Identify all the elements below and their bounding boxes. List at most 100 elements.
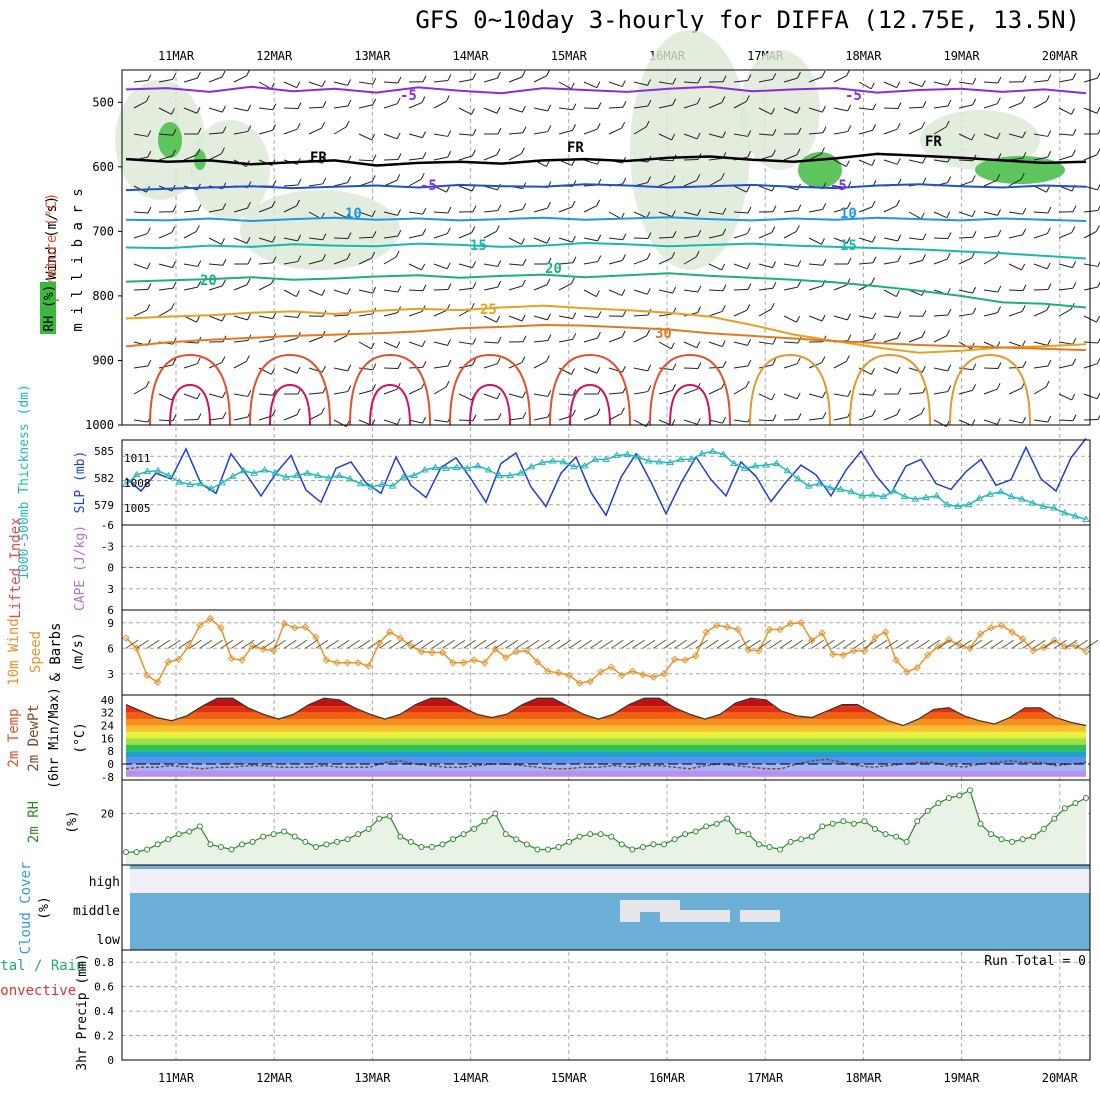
surface-wind-barb <box>294 639 308 649</box>
wind-barb <box>208 393 223 399</box>
wind-barb-flag <box>422 131 426 138</box>
wind-barb-flag <box>322 101 327 108</box>
wind-barb-flag <box>746 304 751 311</box>
wind-speed-point <box>175 655 183 664</box>
wind-barb-flag <box>972 286 977 294</box>
wind-barb <box>658 211 673 218</box>
wind-barb-flag <box>272 256 277 264</box>
surface-wind-barb <box>684 639 698 649</box>
wind-barb-flag <box>997 362 1002 369</box>
wind-barb-flag <box>897 234 902 242</box>
wind-barb-flag <box>847 257 852 265</box>
rh-point <box>587 831 594 838</box>
wind-barb <box>958 389 973 395</box>
wind-barb-flag <box>1072 128 1077 136</box>
wind-barb <box>358 257 372 265</box>
wind-barb <box>908 211 922 220</box>
wind-barb <box>408 178 422 187</box>
wind-barb-flag <box>521 238 525 245</box>
wind-barb <box>558 338 573 343</box>
wind-barb <box>483 341 499 344</box>
surface-wind-barb <box>969 639 983 649</box>
wind-barb <box>508 417 523 421</box>
wind-speed-point <box>860 647 869 655</box>
wind-speed-point <box>628 667 637 675</box>
wind-barb-flag <box>196 315 201 323</box>
wind-barb <box>158 308 172 317</box>
precip-tick-label: 0.2 <box>94 1030 114 1043</box>
thickness-point <box>751 461 760 469</box>
slp-line <box>125 437 1087 517</box>
rh-point <box>365 825 372 832</box>
rh-point <box>998 836 1005 843</box>
wind-barb-flag <box>772 128 777 136</box>
wind-barb-flag <box>646 288 651 295</box>
wind-barb <box>383 81 399 84</box>
wind-barb-flag <box>571 368 575 375</box>
wind-barb <box>233 284 248 291</box>
thickness-point <box>847 487 856 495</box>
temp-tick-label: 0 <box>107 758 114 771</box>
thickness-point <box>836 485 845 492</box>
wind-barb <box>183 363 198 369</box>
thickness-point <box>527 462 536 470</box>
wind-barb-flag <box>847 334 852 341</box>
temp-tick-label: 8 <box>107 745 114 758</box>
rh-point <box>397 833 404 840</box>
surface-wind-barb <box>895 639 909 649</box>
wind-barb-flag <box>521 70 526 78</box>
rh-point <box>850 820 857 827</box>
wind-barb-flag <box>521 147 525 154</box>
wind-barb-flag <box>846 69 851 77</box>
wind-barb <box>683 235 698 239</box>
wind-barb <box>983 179 997 187</box>
wind-barb-flag <box>545 355 550 362</box>
wind-barb <box>833 159 847 168</box>
surface-wind-barb <box>1022 639 1035 649</box>
thickness-point <box>954 502 962 509</box>
date-label-bottom: 14MAR <box>453 1071 490 1085</box>
wind-speed-point <box>333 658 341 667</box>
wind-barb-flag <box>1046 227 1051 234</box>
surface-wind-barb <box>241 639 255 649</box>
wind-barb <box>558 283 572 291</box>
wind-barb <box>133 233 148 239</box>
wind-barb <box>633 81 648 86</box>
cloud-tick-label: high <box>89 875 120 890</box>
wind-barb-flag <box>372 363 377 370</box>
wind-barb-flag <box>1046 304 1051 311</box>
rh-point <box>544 846 551 853</box>
temp-line <box>125 697 1087 727</box>
wind-barb <box>983 419 998 425</box>
wind-barb-flag <box>972 231 977 238</box>
wind-tick-label: 9 <box>107 617 114 630</box>
wind-barb <box>1008 289 1024 292</box>
wind-barb-flag <box>922 177 927 185</box>
wind-barb <box>208 132 223 135</box>
wind-barb <box>1008 133 1023 139</box>
wind-barb <box>558 262 573 265</box>
wind-barb <box>808 393 823 399</box>
wind-barb-flag <box>997 76 1002 84</box>
thickness-point <box>1060 508 1069 516</box>
surface-wind-barb <box>695 639 708 649</box>
wind-barb-flag <box>972 363 977 370</box>
surface-wind-barb <box>938 639 951 649</box>
wind-barb <box>433 419 448 423</box>
date-label-bottom: 19MAR <box>944 1071 981 1085</box>
thickness-point <box>815 479 824 487</box>
wind-barb <box>908 237 923 241</box>
wind-barb-flag <box>897 311 902 318</box>
rh-shade <box>190 120 270 220</box>
date-label-bottom: 20MAR <box>1042 1071 1079 1085</box>
wind-barb-flag <box>571 200 576 208</box>
wind-barb-flag <box>772 358 777 366</box>
wind-barb <box>158 287 173 291</box>
wind-barb-flag <box>1071 393 1076 401</box>
wind-barb <box>483 154 498 161</box>
thickness-point <box>1018 495 1026 502</box>
wind-barb <box>808 263 823 266</box>
wind-barb <box>283 81 297 89</box>
surface-wind-barb <box>653 639 666 649</box>
isotherm-line <box>125 85 1087 95</box>
